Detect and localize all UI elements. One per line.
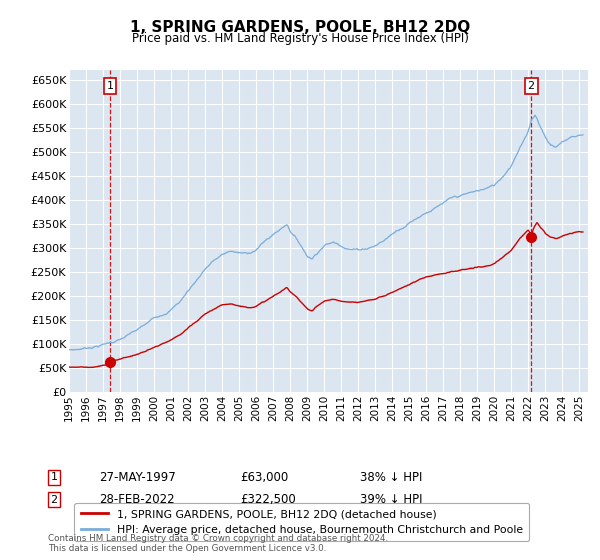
Text: 28-FEB-2022: 28-FEB-2022 — [99, 493, 175, 506]
Text: 2: 2 — [527, 81, 535, 91]
Text: 39% ↓ HPI: 39% ↓ HPI — [360, 493, 422, 506]
Text: 1: 1 — [106, 81, 113, 91]
Text: Price paid vs. HM Land Registry's House Price Index (HPI): Price paid vs. HM Land Registry's House … — [131, 32, 469, 45]
Text: 2: 2 — [50, 494, 58, 505]
Text: £63,000: £63,000 — [240, 470, 288, 484]
Legend: 1, SPRING GARDENS, POOLE, BH12 2DQ (detached house), HPI: Average price, detache: 1, SPRING GARDENS, POOLE, BH12 2DQ (deta… — [74, 503, 529, 541]
Text: 1: 1 — [50, 472, 58, 482]
Text: 27-MAY-1997: 27-MAY-1997 — [99, 470, 176, 484]
Text: Contains HM Land Registry data © Crown copyright and database right 2024.
This d: Contains HM Land Registry data © Crown c… — [48, 534, 388, 553]
Text: £322,500: £322,500 — [240, 493, 296, 506]
Text: 1, SPRING GARDENS, POOLE, BH12 2DQ: 1, SPRING GARDENS, POOLE, BH12 2DQ — [130, 20, 470, 35]
Text: 38% ↓ HPI: 38% ↓ HPI — [360, 470, 422, 484]
